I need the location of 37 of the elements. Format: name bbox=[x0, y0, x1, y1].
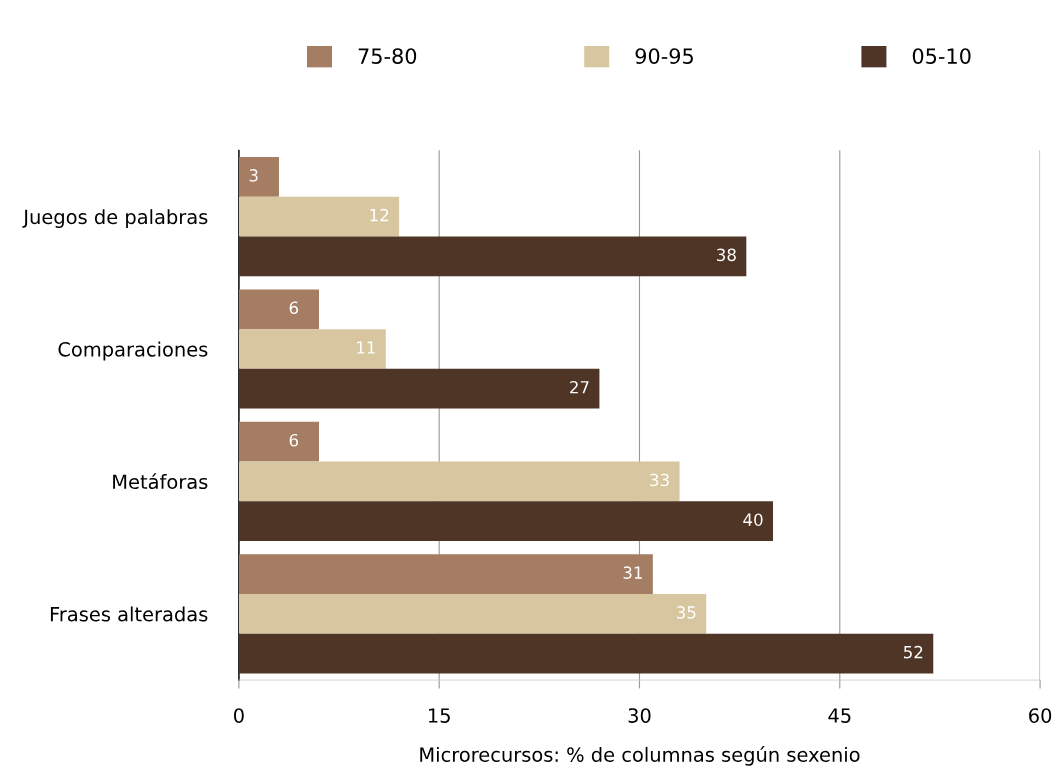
legend-label: 05-10 bbox=[912, 48, 971, 64]
legend-label: 75-80 bbox=[358, 48, 417, 64]
data-label: 6 bbox=[289, 433, 298, 447]
x-tick-label: 60 bbox=[1029, 708, 1052, 723]
data-label: 35 bbox=[676, 606, 696, 619]
y-tick-label: Metáforas bbox=[113, 473, 208, 490]
bar bbox=[238, 289, 319, 330]
bar bbox=[238, 368, 600, 409]
data-label: 33 bbox=[650, 473, 669, 487]
bar bbox=[238, 196, 400, 237]
x-tick-label: 45 bbox=[828, 708, 851, 723]
data-label: 6 bbox=[289, 301, 298, 315]
bar bbox=[238, 236, 747, 277]
data-label: 27 bbox=[570, 380, 589, 394]
y-tick-label: Comparaciones bbox=[58, 341, 208, 361]
y-tick-label: Frases alteradas bbox=[50, 606, 208, 622]
x-tick-label: 15 bbox=[428, 708, 450, 723]
data-label: 52 bbox=[903, 645, 923, 659]
data-label: 31 bbox=[623, 566, 642, 579]
bar bbox=[238, 554, 653, 594]
bar bbox=[238, 501, 774, 542]
y-tick-label: Juegos de palabras bbox=[22, 209, 208, 228]
bar bbox=[238, 329, 386, 369]
data-label: 38 bbox=[717, 248, 736, 262]
bar bbox=[238, 156, 279, 197]
data-label: 40 bbox=[743, 513, 763, 526]
x-axis-title: Microrecursos: % de columnas según sexenio bbox=[420, 746, 860, 766]
bar bbox=[238, 421, 319, 462]
x-tick-label: 30 bbox=[628, 708, 651, 723]
data-label: 11 bbox=[357, 341, 375, 354]
data-label: 12 bbox=[370, 208, 389, 222]
bar bbox=[238, 593, 707, 634]
data-label: 3 bbox=[249, 169, 258, 182]
x-tick-label: 0 bbox=[233, 708, 244, 723]
bar bbox=[238, 461, 680, 502]
bar bbox=[238, 633, 934, 674]
legend-label: 90-95 bbox=[635, 48, 693, 64]
